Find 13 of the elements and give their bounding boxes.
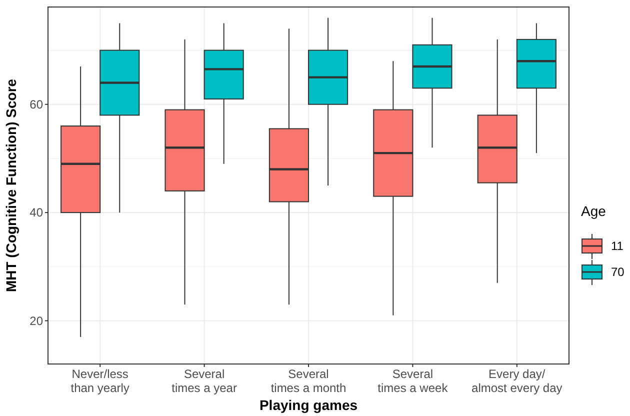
legend-label: 11 — [611, 239, 624, 254]
x-tick-label: Every day/ almost every day — [472, 367, 562, 395]
x-tick-label: Never/less than yearly — [70, 367, 130, 395]
x-tick-label: Several times a week — [378, 367, 449, 395]
x-axis-title: Playing games — [259, 397, 358, 413]
x-tick-label: Several times a year — [172, 367, 237, 395]
legend-title: Age — [581, 203, 606, 219]
y-axis-title: MHT (Cognitive Function) Score — [3, 78, 19, 292]
y-tick-label: 20 — [30, 314, 44, 328]
y-tick-label: 40 — [30, 206, 44, 220]
legend-label: 70 — [611, 265, 625, 280]
y-tick-label: 60 — [30, 98, 44, 112]
x-tick-label: Several times a month — [270, 367, 346, 395]
